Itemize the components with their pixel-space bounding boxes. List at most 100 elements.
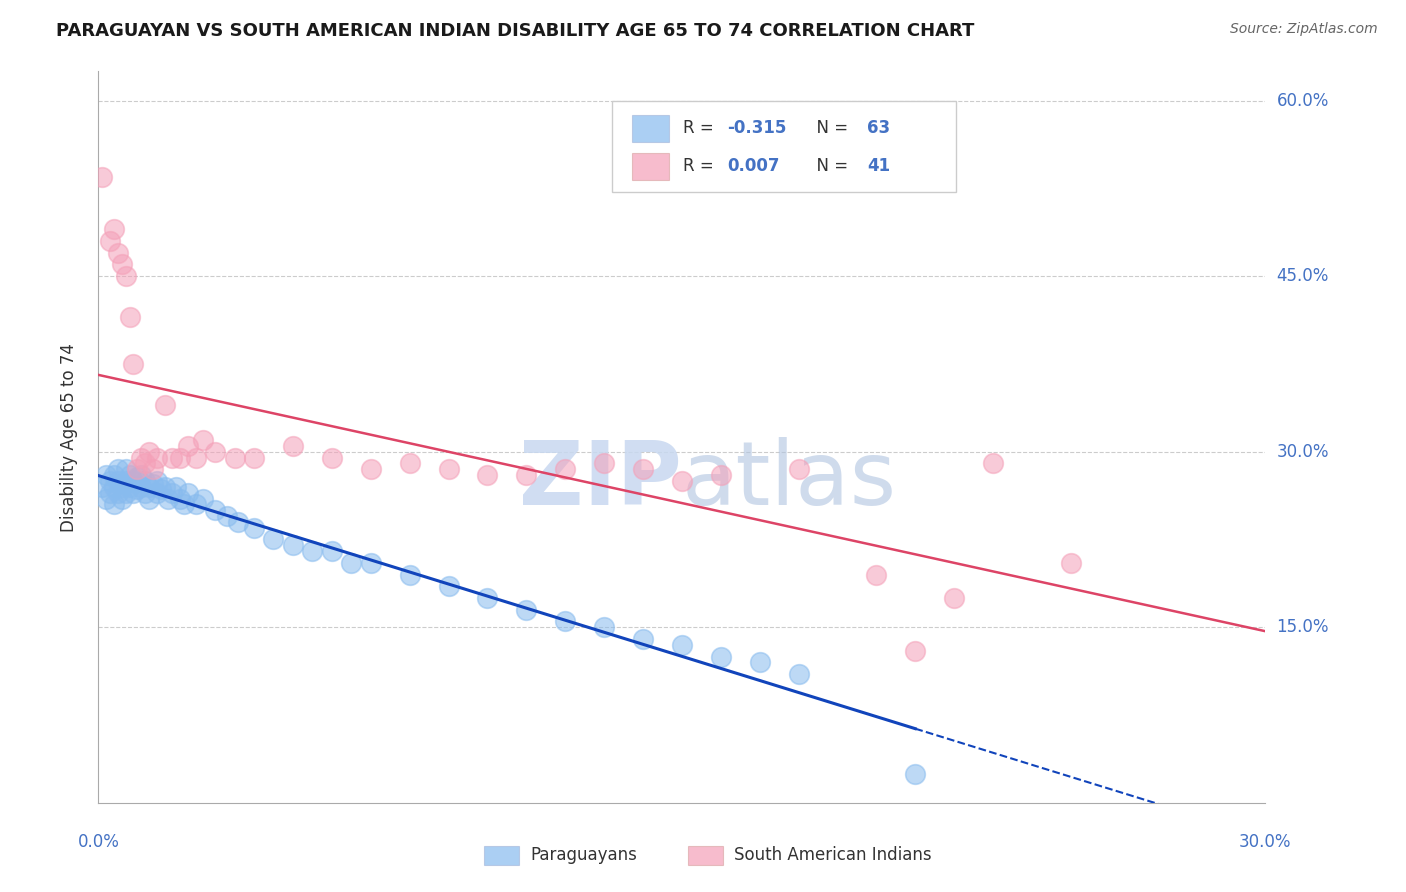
Point [281,538,304,552]
Point [138,444,160,458]
Point [477,468,499,483]
Point [228,515,250,529]
Point [134,485,156,500]
Point [146,474,169,488]
Point [111,480,134,494]
Point [162,485,184,500]
Point [177,439,200,453]
Point [360,556,382,570]
Point [243,521,266,535]
Point [114,269,136,284]
Point [111,491,134,506]
Text: ZIP: ZIP [519,437,682,524]
Point [142,477,165,491]
Text: 0.007: 0.007 [727,158,780,176]
Point [340,556,363,570]
Point [129,468,152,483]
Point [103,222,125,236]
Point [103,468,125,483]
Point [169,491,191,506]
Text: PARAGUAYAN VS SOUTH AMERICAN INDIAN DISABILITY AGE 65 TO 74 CORRELATION CHART: PARAGUAYAN VS SOUTH AMERICAN INDIAN DISA… [56,22,974,40]
Point [114,462,136,476]
Point [184,450,207,465]
Point [134,474,156,488]
FancyBboxPatch shape [631,114,669,143]
Text: 15.0%: 15.0% [1277,618,1329,636]
Text: R =: R = [683,120,718,137]
Point [671,638,693,652]
Point [515,468,537,483]
Text: 0.0%: 0.0% [77,833,120,851]
Point [215,509,238,524]
Point [122,485,145,500]
Point [321,450,343,465]
Text: 60.0%: 60.0% [1277,92,1329,110]
Point [107,485,129,500]
Point [91,169,114,184]
Text: Paraguayans: Paraguayans [530,847,637,864]
Point [262,533,284,547]
Point [138,480,160,494]
Text: -0.315: -0.315 [727,120,787,137]
Point [173,497,195,511]
Text: N =: N = [806,120,853,137]
Point [1060,556,1083,570]
Point [169,450,191,465]
Point [398,457,420,471]
Text: 30.0%: 30.0% [1239,833,1292,851]
FancyBboxPatch shape [612,101,956,192]
Point [103,497,125,511]
Point [281,439,304,453]
Point [865,567,887,582]
Point [122,357,145,371]
Text: 30.0%: 30.0% [1277,442,1329,460]
Point [122,474,145,488]
Point [157,491,180,506]
Point [118,310,141,325]
Point [107,474,129,488]
Point [103,480,125,494]
Text: N =: N = [806,158,853,176]
Point [96,491,118,506]
Point [118,480,141,494]
Point [193,433,215,447]
Point [943,591,966,605]
Point [153,480,176,494]
Point [142,462,165,476]
Point [301,544,323,558]
Point [127,482,149,496]
FancyBboxPatch shape [688,847,723,864]
Point [710,649,733,664]
Point [149,482,172,496]
Point [321,544,343,558]
Point [710,468,733,483]
Point [146,450,169,465]
Point [554,462,576,476]
Point [91,480,114,494]
Point [96,468,118,483]
Text: 45.0%: 45.0% [1277,268,1329,285]
Point [177,485,200,500]
Text: atlas: atlas [682,437,897,524]
Point [127,470,149,484]
Point [98,485,121,500]
Point [631,462,654,476]
Point [631,632,654,646]
Text: R =: R = [683,158,718,176]
Point [224,450,246,465]
Point [107,245,129,260]
Point [98,474,121,488]
Point [360,462,382,476]
Y-axis label: Disability Age 65 to 74: Disability Age 65 to 74 [59,343,77,532]
Point [981,457,1004,471]
Text: Source: ZipAtlas.com: Source: ZipAtlas.com [1230,22,1378,37]
Text: 41: 41 [868,158,890,176]
Point [787,462,810,476]
Point [477,591,499,605]
Point [593,457,616,471]
Point [398,567,420,582]
Point [437,462,460,476]
Point [204,503,226,517]
Point [184,497,207,511]
Point [515,603,537,617]
